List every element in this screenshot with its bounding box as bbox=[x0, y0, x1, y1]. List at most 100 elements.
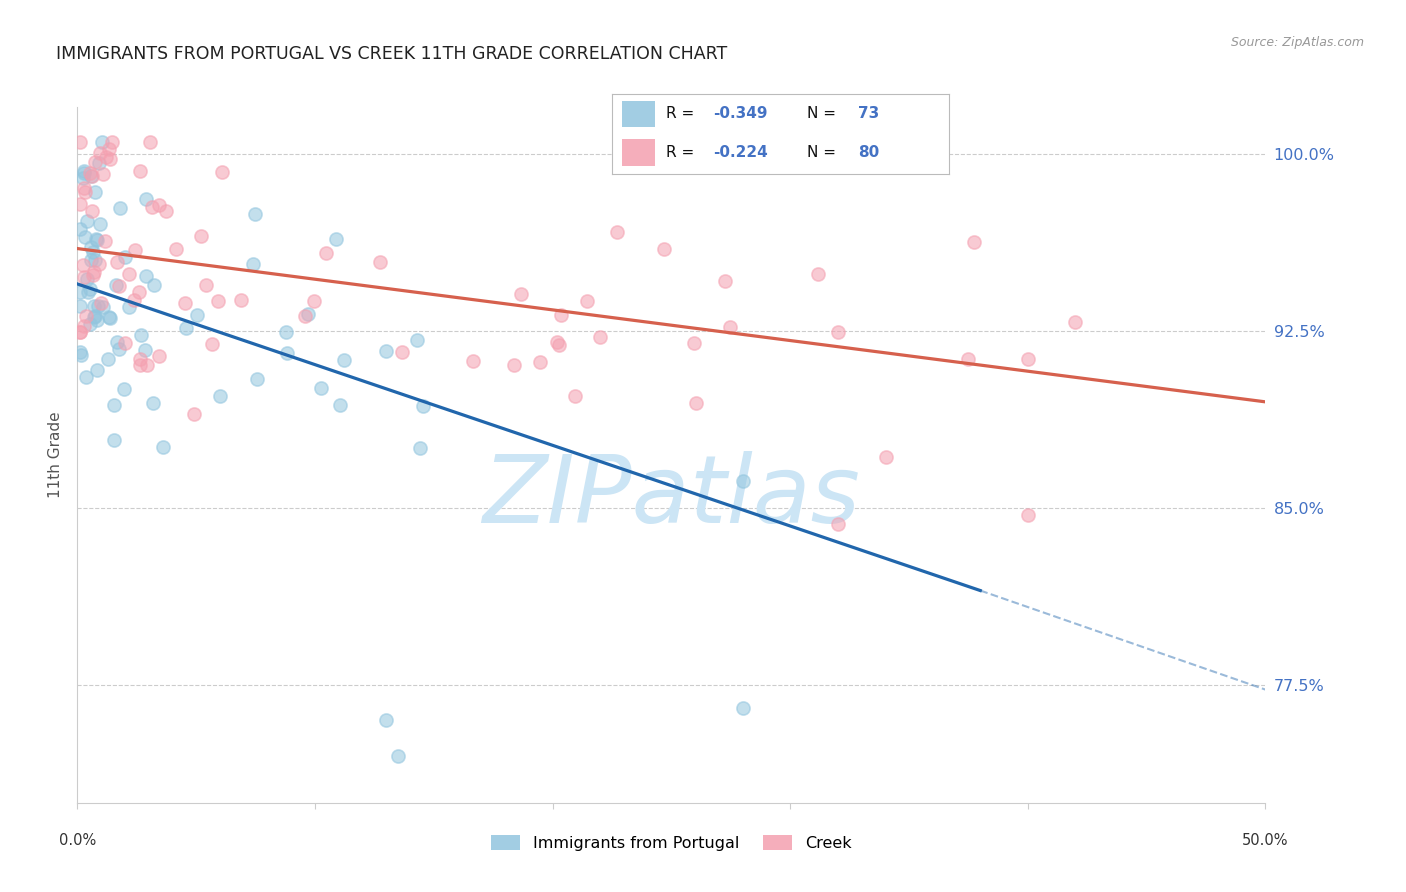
Text: ZIPatlas: ZIPatlas bbox=[482, 451, 860, 542]
Point bbox=[209, 389, 232, 403]
Point bbox=[333, 353, 356, 368]
Text: Source: ZipAtlas.com: Source: ZipAtlas.com bbox=[1230, 36, 1364, 49]
Point bbox=[76, 272, 98, 286]
Point bbox=[412, 399, 434, 413]
Point bbox=[98, 153, 121, 167]
Point bbox=[83, 309, 105, 323]
Point bbox=[375, 713, 398, 727]
Point bbox=[550, 308, 572, 322]
Point bbox=[1064, 314, 1087, 328]
Point bbox=[315, 245, 337, 260]
Point bbox=[211, 165, 233, 179]
Point bbox=[103, 398, 125, 412]
Point bbox=[70, 348, 93, 362]
Point bbox=[405, 333, 427, 347]
Point bbox=[87, 299, 110, 313]
Point bbox=[720, 319, 742, 334]
Point bbox=[72, 181, 94, 195]
Point bbox=[83, 253, 105, 268]
Point bbox=[302, 293, 325, 308]
Point bbox=[546, 335, 568, 350]
Point bbox=[104, 278, 127, 293]
Point bbox=[91, 167, 114, 181]
Point bbox=[387, 748, 409, 763]
Text: 73: 73 bbox=[858, 106, 879, 121]
Point bbox=[155, 203, 177, 218]
Point bbox=[73, 163, 96, 178]
Point bbox=[72, 258, 94, 272]
Text: N =: N = bbox=[807, 145, 841, 160]
Point bbox=[529, 355, 551, 369]
Point bbox=[605, 225, 627, 239]
Point bbox=[83, 310, 105, 325]
Point bbox=[122, 293, 145, 308]
Text: R =: R = bbox=[665, 106, 699, 121]
Point bbox=[69, 222, 91, 236]
Point bbox=[229, 293, 252, 307]
Point bbox=[564, 389, 586, 403]
Point bbox=[83, 155, 105, 169]
Point bbox=[79, 317, 101, 331]
Bar bbox=[621, 101, 655, 128]
Point bbox=[135, 192, 157, 206]
Point bbox=[309, 381, 332, 395]
Point bbox=[89, 257, 111, 271]
Point bbox=[183, 407, 205, 421]
Point bbox=[114, 251, 136, 265]
Point bbox=[75, 370, 97, 384]
Point bbox=[186, 308, 208, 322]
Point bbox=[685, 396, 707, 410]
Point bbox=[90, 295, 112, 310]
Point bbox=[69, 285, 91, 299]
Point bbox=[294, 309, 316, 323]
Point bbox=[714, 274, 737, 288]
Point bbox=[73, 230, 96, 244]
Point bbox=[69, 344, 91, 359]
Point bbox=[731, 701, 754, 715]
Point bbox=[547, 337, 569, 351]
Point bbox=[956, 352, 979, 367]
Point bbox=[134, 343, 156, 357]
Point bbox=[105, 255, 128, 269]
Point bbox=[245, 207, 267, 221]
Point bbox=[1017, 508, 1039, 522]
Point bbox=[84, 185, 107, 199]
Point bbox=[82, 245, 104, 260]
Point bbox=[128, 352, 150, 367]
Point bbox=[502, 358, 524, 372]
Point bbox=[173, 296, 195, 310]
Point bbox=[152, 440, 174, 454]
Point bbox=[114, 336, 136, 351]
Point bbox=[79, 253, 101, 268]
Text: IMMIGRANTS FROM PORTUGAL VS CREEK 11TH GRADE CORRELATION CHART: IMMIGRANTS FROM PORTUGAL VS CREEK 11TH G… bbox=[56, 45, 727, 62]
Point bbox=[94, 149, 117, 163]
Point bbox=[135, 268, 157, 283]
Point bbox=[80, 169, 103, 183]
Point bbox=[148, 349, 170, 363]
Point bbox=[77, 285, 100, 299]
Point bbox=[875, 450, 897, 464]
Point bbox=[245, 372, 267, 386]
Point bbox=[375, 344, 398, 359]
Point bbox=[1017, 352, 1039, 367]
Point bbox=[86, 363, 108, 377]
Point bbox=[682, 335, 704, 350]
Point bbox=[83, 299, 105, 313]
Point bbox=[73, 166, 96, 180]
Text: 80: 80 bbox=[858, 145, 879, 160]
Point bbox=[98, 310, 121, 325]
Point bbox=[69, 196, 91, 211]
Point bbox=[86, 233, 108, 247]
Point bbox=[139, 136, 162, 150]
Point bbox=[461, 353, 484, 368]
Point bbox=[108, 278, 131, 293]
Point bbox=[97, 143, 120, 157]
Point bbox=[72, 318, 94, 333]
Point bbox=[69, 325, 91, 339]
Point bbox=[86, 312, 108, 326]
Point bbox=[76, 214, 98, 228]
Point bbox=[79, 240, 101, 254]
Point bbox=[128, 358, 150, 372]
Point bbox=[128, 163, 150, 178]
Point bbox=[84, 232, 107, 246]
